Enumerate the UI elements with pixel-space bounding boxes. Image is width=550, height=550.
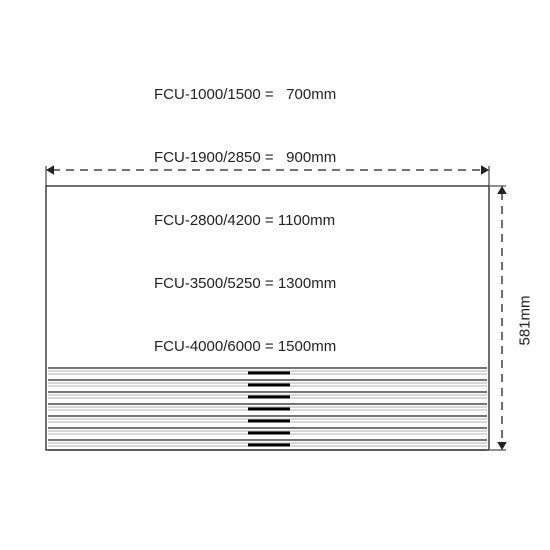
height-dimension-label: 581mm [517,295,534,345]
drawing-svg [0,0,550,550]
diagram-canvas: FCU-1000/1500 = 700mm FCU-1900/2850 = 90… [0,0,550,550]
